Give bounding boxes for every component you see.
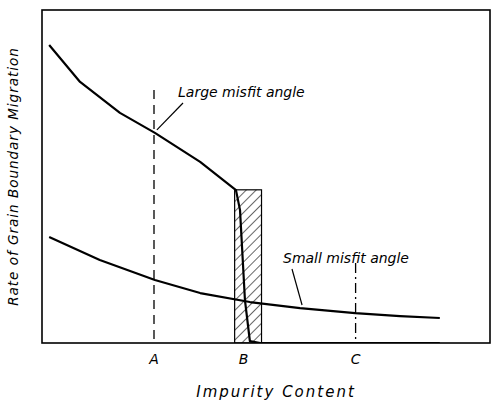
x-tick-label: C: [351, 351, 361, 367]
series-annotation: Large misfit angle: [178, 84, 305, 100]
y-axis-label: Rate of Grain Boundary Migration: [5, 47, 21, 306]
annotation-leader: [157, 103, 183, 130]
annotation-leader: [292, 269, 302, 305]
reference-line: [355, 263, 356, 343]
x-axis-label: Impurity Content: [196, 383, 356, 401]
reference-line: [153, 90, 154, 343]
plot-frame: [42, 10, 490, 343]
plot-area: [49, 45, 440, 343]
x-tick-label: B: [239, 351, 249, 367]
series-line: [49, 45, 440, 343]
chart: Large misfit angle Small misfit angle A B CI…: [0, 0, 500, 412]
series-annotation: Small misfit angle: [283, 250, 409, 266]
x-tick-label: A: [148, 351, 159, 367]
series-line: [49, 237, 440, 318]
